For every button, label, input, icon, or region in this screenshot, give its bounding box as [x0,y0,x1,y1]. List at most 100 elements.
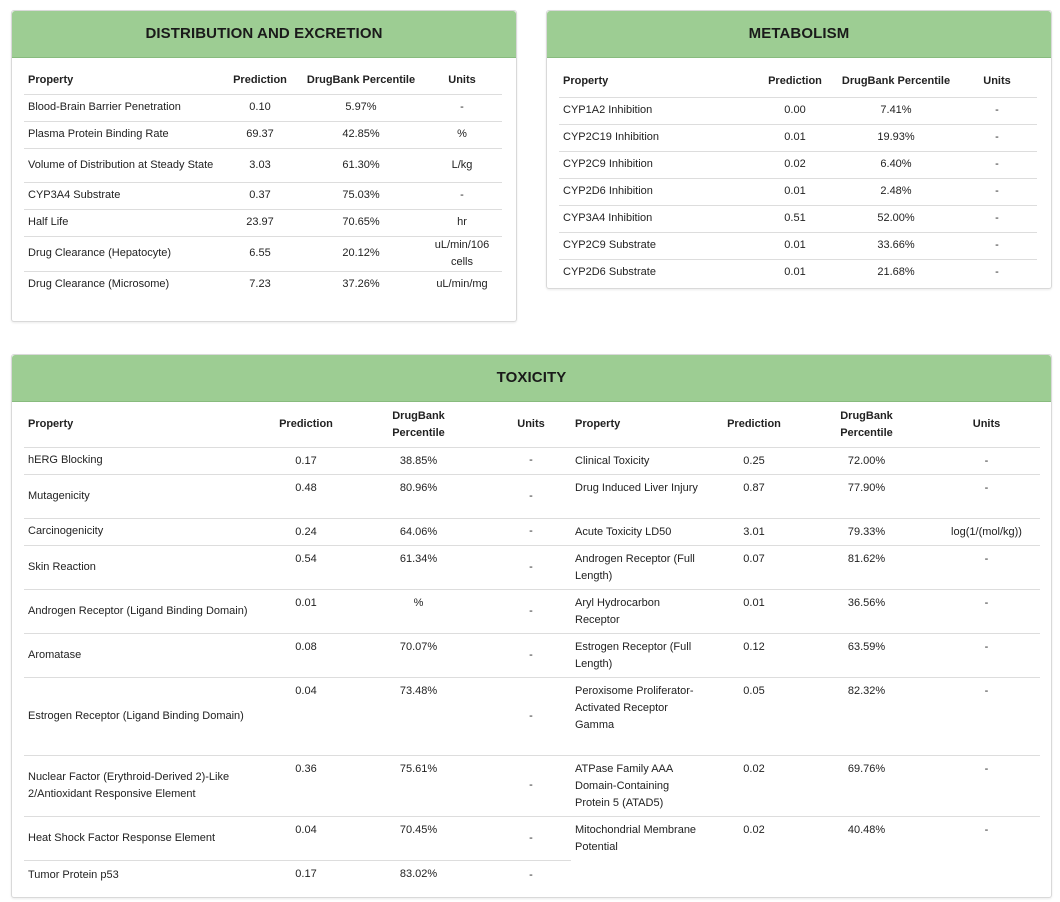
table-row: Drug Clearance (Microsome) 7.23 37.26% uL/m… [24,270,502,298]
header-prediction: Prediction [279,418,333,431]
prediction-cell: 0.01 [755,177,835,205]
property-cell: Androgen Receptor (Ligand Binding Domain… [24,588,266,633]
toxicity-title: TOXICITY [12,355,1051,402]
units-cell: - [933,588,1040,633]
property-cell: CYP2C19 Inhibition [559,123,755,151]
header-units: Units [983,75,1011,88]
table-row: Tumor Protein p53 0.17 83.02% - [24,859,1040,890]
units-cell: - [491,446,571,474]
property-cell: Nuclear Factor (Erythroid-Derived 2)-Lik… [24,754,266,816]
table-row: Nuclear Factor (Erythroid-Derived 2)-Lik… [24,754,1040,816]
units-cell: - [957,177,1037,205]
prediction-cell: 0.02 [755,150,835,178]
percentile-cell: 64.06% [346,517,491,545]
units-cell: uL/min/mg [422,270,502,298]
prediction-cell: 0.10 [220,93,300,121]
prediction-cell: 69.37 [220,120,300,148]
units-cell: - [957,123,1037,151]
units-cell: - [933,544,1040,589]
property-cell: Tumor Protein p53 [24,859,266,890]
prediction-cell: 3.03 [220,147,300,182]
property-cell: Clinical Toxicity [571,446,708,474]
toxicity-panel: TOXICITY Property Prediction DrugBank Pe… [11,354,1052,898]
table-row: CYP3A4 Substrate 0.37 75.03% - [24,181,502,209]
percentile-cell: 42.85% [300,120,422,148]
property-cell: Heat Shock Factor Response Element [24,815,266,860]
percentile-cell: 5.97% [300,93,422,121]
units-cell: hr [422,208,502,236]
header-percentile: DrugBank Percentile [840,409,893,439]
units-cell: % [422,120,502,148]
prediction-cell: 0.51 [755,204,835,232]
property-cell: Estrogen Receptor (Full Length) [571,632,708,677]
property-cell: Peroxisome Proliferator-Activated Recept… [571,676,708,755]
property-cell: CYP2C9 Substrate [559,231,755,259]
units-cell: - [957,150,1037,178]
property-cell: Drug Induced Liver Injury [571,473,708,518]
percentile-cell: 33.66% [835,231,957,259]
prediction-cell: 0.01 [755,258,835,286]
percentile-cell: 19.93% [835,123,957,151]
percentile-cell: 6.40% [835,150,957,178]
units-cell: - [491,676,571,755]
header-property: Property [575,418,621,431]
metabolism-panel: METABOLISM Property Prediction DrugBank … [546,10,1052,289]
percentile-cell: % [346,588,491,633]
percentile-cell: 75.03% [300,181,422,209]
units-cell: log(1/(mol/kg)) [933,517,1040,545]
prediction-cell: 0.25 [708,446,800,474]
table-row: CYP1A2 Inhibition 0.00 7.41% - [559,96,1037,124]
percentile-cell: 37.26% [300,270,422,298]
header-percentile: DrugBank Percentile [392,409,445,439]
prediction-cell: 0.24 [266,517,346,545]
property-cell: Drug Clearance (Hepatocyte) [24,235,220,271]
table-row: Volume of Distribution at Steady State 3.… [24,147,502,182]
header-units: Units [448,73,476,86]
units-cell: - [491,859,571,890]
header-property: Property [28,418,74,431]
prediction-cell: 0.05 [708,676,800,755]
table-row: Heat Shock Factor Response Element 0.04 70… [24,815,1040,860]
units-cell: uL/min/106 cells [422,235,502,271]
units-cell: - [957,204,1037,232]
property-cell: Carcinogenicity [24,517,266,545]
percentile-cell: 52.00% [835,204,957,232]
percentile-cell: 61.34% [346,544,491,589]
prediction-cell: 0.01 [755,123,835,151]
header-property: Property [28,73,74,86]
percentile-cell: 61.30% [300,147,422,182]
prediction-cell: 0.17 [266,446,346,474]
table-row: CYP2C19 Inhibition 0.01 19.93% - [559,123,1037,151]
property-cell: Blood-Brain Barrier Penetration [24,93,220,121]
table-row: CYP2D6 Substrate 0.01 21.68% - [559,258,1037,286]
table-row: Skin Reaction 0.54 61.34% - Androgen Recepto… [24,544,1040,589]
percentile-cell: 83.02% [346,859,491,890]
property-cell: hERG Blocking [24,446,266,474]
property-cell: Skin Reaction [24,544,266,589]
units-cell: - [957,231,1037,259]
prediction-cell: 0.02 [708,754,800,816]
property-cell: Acute Toxicity LD50 [571,517,708,545]
property-cell: Plasma Protein Binding Rate [24,120,220,148]
percentile-cell: 75.61% [346,754,491,816]
property-cell: Drug Clearance (Microsome) [24,270,220,298]
header-prediction: Prediction [768,75,822,88]
property-cell: Mutagenicity [24,473,266,518]
table-row: Blood-Brain Barrier Penetration 0.10 5.97%… [24,93,502,121]
units-cell: - [957,258,1037,286]
units-cell: - [491,632,571,677]
header-prediction: Prediction [727,418,781,431]
prediction-cell: 0.08 [266,632,346,677]
percentile-cell: 70.45% [346,815,491,860]
prediction-cell: 0.02 [708,815,800,860]
percentile-cell: 73.48% [346,676,491,755]
property-cell: CYP3A4 Inhibition [559,204,755,232]
property-cell: Androgen Receptor (Full Length) [571,544,708,589]
percentile-cell: 72.00% [800,446,933,474]
units-cell: - [933,446,1040,474]
metabolism-title: METABOLISM [547,11,1051,58]
prediction-cell: 0.01 [708,588,800,633]
prediction-cell: 0.54 [266,544,346,589]
table-row: Half Life 23.97 70.65% hr [24,208,502,236]
prediction-cell: 0.04 [266,815,346,860]
